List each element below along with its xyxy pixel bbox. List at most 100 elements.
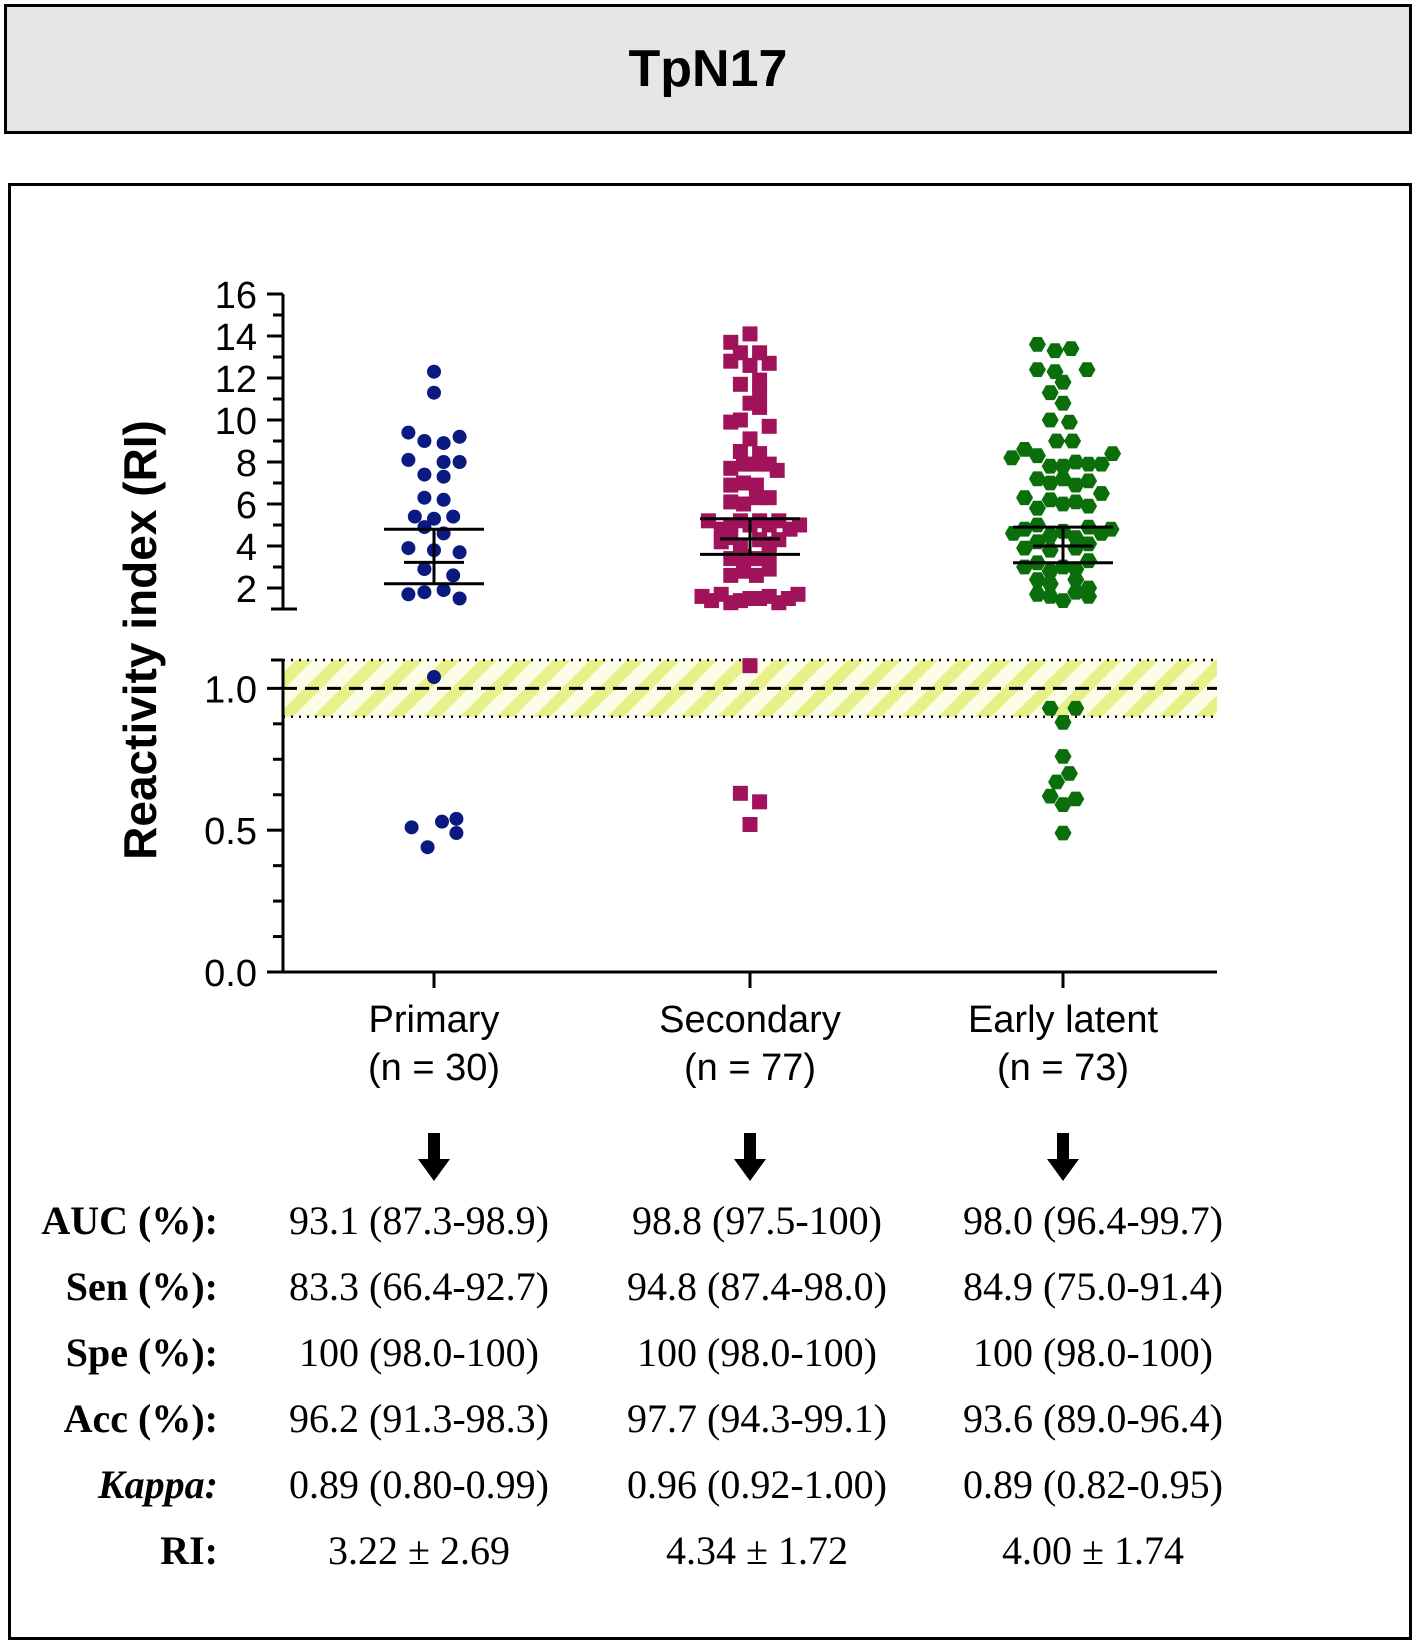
stats-row-label: Kappa: bbox=[98, 1462, 218, 1507]
data-point bbox=[1092, 486, 1110, 501]
stats-cell: 98.8 (97.5-100) bbox=[632, 1198, 882, 1243]
data-point bbox=[1067, 584, 1085, 600]
y-tick-label: 0.5 bbox=[204, 811, 257, 853]
data-point bbox=[1016, 442, 1034, 457]
data-point bbox=[742, 326, 758, 342]
data-point bbox=[436, 455, 451, 469]
chart-title: TpN17 bbox=[628, 40, 788, 98]
data-point bbox=[736, 549, 752, 564]
data-point bbox=[1080, 536, 1098, 552]
data-point bbox=[417, 562, 432, 577]
data-point bbox=[427, 364, 441, 379]
data-point bbox=[736, 456, 752, 472]
stats-cell: 4.00 ± 1.74 bbox=[1002, 1528, 1184, 1573]
data-point bbox=[769, 462, 785, 478]
data-point bbox=[723, 567, 739, 583]
data-point bbox=[1067, 477, 1085, 493]
data-point bbox=[404, 820, 419, 835]
y-tick-label: 0.0 bbox=[204, 953, 257, 995]
stats-cell: 84.9 (75.0-91.4) bbox=[963, 1264, 1223, 1309]
stats-row-label: Acc (%): bbox=[63, 1396, 218, 1441]
data-point bbox=[736, 475, 752, 491]
data-point bbox=[1028, 517, 1046, 533]
data-point bbox=[1041, 589, 1059, 604]
data-point bbox=[1078, 362, 1096, 377]
stats-cell: 100 (98.0-100) bbox=[299, 1330, 539, 1375]
data-point bbox=[1080, 553, 1098, 569]
y-tick-label: 1.0 bbox=[204, 669, 257, 711]
data-point bbox=[1080, 473, 1098, 489]
data-point bbox=[1041, 700, 1059, 716]
data-point bbox=[420, 840, 435, 855]
stats-row: Sen (%): 83.3 (66.4-92.7) 94.8 (87.4-98.0)… bbox=[0, 1263, 1418, 1323]
data-point bbox=[1028, 572, 1046, 587]
stats-row: Kappa: 0.89 (0.80-0.99) 0.96 (0.92-1.00) 0.… bbox=[0, 1461, 1418, 1521]
stats-cell: 96.2 (91.3-98.3) bbox=[289, 1396, 549, 1441]
chart-panel bbox=[8, 183, 1412, 1640]
data-point bbox=[417, 490, 432, 505]
stats-row-label: Sen (%): bbox=[65, 1264, 218, 1309]
data-point bbox=[723, 494, 739, 510]
stats-cell: 0.89 (0.80-0.99) bbox=[289, 1462, 549, 1507]
y-tick-label: 16 bbox=[215, 275, 257, 317]
data-point bbox=[1028, 471, 1046, 487]
data-point bbox=[748, 477, 764, 493]
data-point bbox=[1092, 456, 1110, 472]
data-point bbox=[1054, 797, 1072, 812]
data-point bbox=[1054, 749, 1072, 764]
stats-cell: 93.6 (89.0-96.4) bbox=[963, 1396, 1223, 1441]
data-point bbox=[742, 658, 758, 674]
data-point bbox=[401, 587, 416, 602]
data-point bbox=[1080, 589, 1098, 604]
stats-cell: 98.0 (96.4-99.7) bbox=[963, 1198, 1223, 1243]
data-point bbox=[742, 357, 758, 373]
stats-cell: 93.1 (87.3-98.9) bbox=[289, 1198, 549, 1243]
data-point bbox=[1041, 788, 1059, 804]
data-point bbox=[1054, 458, 1072, 474]
y-tick-label: 4 bbox=[236, 527, 257, 569]
data-point bbox=[790, 586, 806, 602]
category-label: Secondary bbox=[659, 999, 841, 1041]
data-point bbox=[1054, 496, 1072, 512]
data-point bbox=[1041, 528, 1059, 543]
data-point bbox=[1054, 374, 1072, 390]
stats-row: AUC (%): 93.1 (87.3-98.9) 98.8 (97.5-100) 9… bbox=[0, 1197, 1418, 1257]
data-point bbox=[732, 412, 748, 428]
data-point bbox=[1028, 500, 1046, 516]
data-point bbox=[1067, 791, 1085, 807]
data-point bbox=[1054, 825, 1072, 841]
data-point bbox=[1060, 766, 1078, 781]
data-point bbox=[1067, 540, 1085, 556]
down-arrow-icon bbox=[418, 1133, 450, 1181]
data-point bbox=[1028, 586, 1046, 602]
data-point bbox=[1016, 540, 1034, 556]
data-point bbox=[761, 418, 777, 434]
data-point bbox=[436, 469, 451, 484]
data-point bbox=[417, 585, 432, 600]
data-point bbox=[723, 477, 739, 493]
data-point bbox=[1062, 341, 1080, 356]
data-point bbox=[736, 563, 752, 579]
data-point bbox=[742, 817, 758, 833]
data-point bbox=[1054, 395, 1072, 411]
data-point bbox=[427, 385, 441, 400]
data-point bbox=[446, 509, 461, 524]
data-point bbox=[1060, 414, 1078, 430]
stats-cell: 97.7 (94.3-99.1) bbox=[627, 1396, 887, 1441]
stats-cell: 94.8 (87.4-98.0) bbox=[627, 1264, 887, 1309]
data-point bbox=[723, 460, 739, 476]
down-arrow-icon bbox=[734, 1133, 766, 1181]
data-point bbox=[761, 490, 777, 506]
data-point bbox=[427, 511, 441, 526]
data-point bbox=[1028, 362, 1046, 377]
y-axis-label: Reactivity index (RI) bbox=[114, 420, 166, 860]
data-point bbox=[752, 399, 768, 415]
data-point bbox=[417, 467, 432, 482]
data-point bbox=[700, 513, 716, 529]
data-point bbox=[732, 785, 748, 801]
data-point bbox=[1016, 521, 1034, 537]
data-point bbox=[435, 814, 449, 829]
data-point bbox=[1054, 593, 1072, 608]
data-point bbox=[436, 436, 451, 451]
